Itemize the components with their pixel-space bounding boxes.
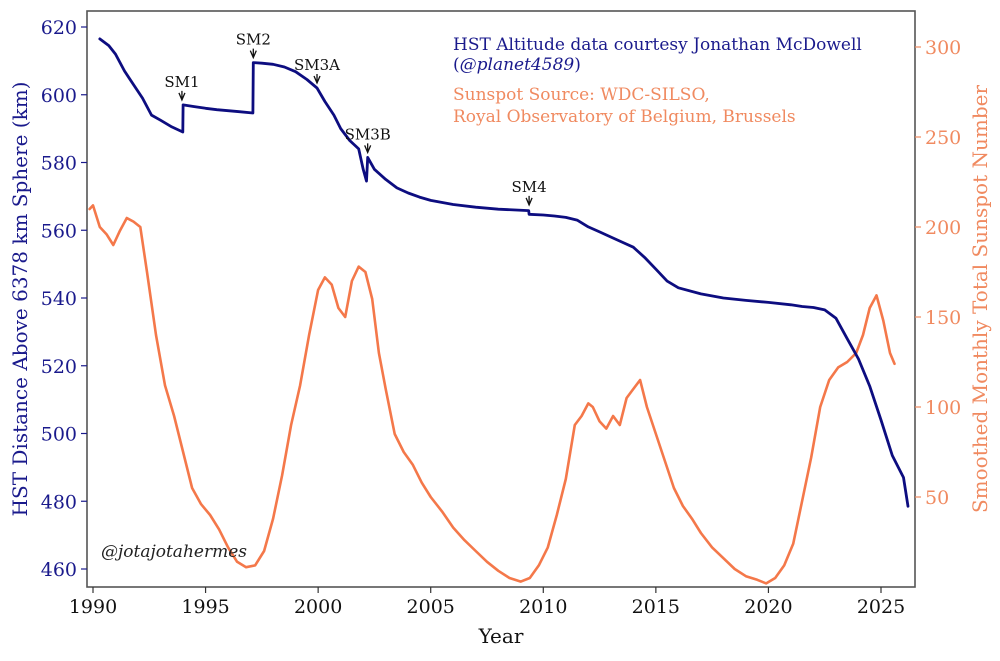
sunspot-credit-line2: Royal Observatory of Belgium, Brussels: [453, 107, 796, 127]
x-tick-label: 1990: [69, 596, 117, 618]
sunspot-line: [88, 204, 896, 585]
annotation-arrow-icon: [249, 48, 257, 60]
servicing-mission-annotations: SM1 SM2 SM3A SM3B SM4: [164, 31, 547, 207]
left-y-tick-label: 540: [41, 288, 77, 310]
right-y-tick-label: 200: [925, 217, 961, 239]
right-y-tick-label: 150: [925, 307, 961, 329]
annotation-label: SM3A: [294, 56, 340, 74]
annotation-sm3b: SM3B: [345, 125, 391, 155]
left-y-tick-label: 480: [41, 491, 77, 513]
altitude-credit-close-paren: ): [574, 55, 581, 75]
right-y-axis-title: Smoothed Monthly Total Sunspot Number: [968, 85, 992, 514]
annotation-sm4: SM4: [512, 178, 547, 207]
annotation-label: SM3B: [345, 125, 391, 143]
x-axis: 1990 1995 2000 2005 2010 2015 2020 2025: [69, 587, 905, 618]
annotation-arrow-icon: [525, 195, 533, 207]
annotation-arrow-icon: [178, 90, 186, 102]
x-tick-label: 2005: [407, 596, 455, 618]
annotation-label: SM1: [164, 73, 199, 91]
left-y-axis: 460 480 500 520 540 560 580 600 620: [41, 17, 87, 581]
left-y-tick-label: 580: [41, 153, 77, 175]
left-y-tick-label: 600: [41, 85, 77, 107]
annotation-sm1: SM1: [164, 73, 200, 102]
left-y-tick-label: 620: [41, 17, 77, 39]
plot-background: [87, 11, 915, 587]
right-y-tick-label: 50: [925, 487, 949, 509]
altitude-credit-line2: (@planet4589): [453, 55, 581, 75]
annotation-arrow-icon: [364, 143, 372, 155]
annotation-label: SM4: [512, 178, 547, 196]
right-y-tick-label: 250: [925, 127, 961, 149]
x-tick-label: 2000: [294, 596, 342, 618]
left-y-axis-title: HST Distance Above 6378 km Sphere (km): [8, 82, 32, 517]
x-tick-label: 2010: [519, 596, 567, 618]
credits: HST Altitude data courtesy Jonathan McDo…: [101, 35, 862, 562]
left-y-tick-label: 460: [41, 559, 77, 581]
x-axis-title: Year: [478, 624, 524, 648]
annotation-sm2: SM2: [236, 31, 271, 60]
sunspot-credit-line1: Sunspot Source: WDC-SILSO,: [453, 85, 710, 105]
right-y-axis: 50 100 150 200 250 300: [915, 37, 961, 509]
altitude-credit-handle: @planet4589: [460, 55, 575, 75]
annotation-sm3a: SM3A: [294, 56, 340, 85]
plot-frame: [86, 10, 916, 588]
left-y-tick-label: 520: [41, 356, 77, 378]
altitude-credit-line1: HST Altitude data courtesy Jonathan McDo…: [453, 35, 862, 55]
x-tick-label: 1995: [181, 596, 229, 618]
altitude-line: [98, 37, 910, 508]
plot-area: SM1 SM2 SM3A SM3B SM4: [86, 10, 916, 588]
right-y-tick-label: 100: [925, 397, 961, 419]
x-tick-label: 2020: [744, 596, 792, 618]
altitude-series: [98, 37, 910, 508]
altitude-credit-open-paren: (: [453, 55, 460, 75]
left-y-tick-label: 500: [41, 424, 77, 446]
left-y-tick-label: 560: [41, 220, 77, 242]
watermark: @jotajotahermes: [101, 542, 247, 562]
annotation-arrow-icon: [313, 73, 321, 85]
x-tick-label: 2015: [632, 596, 680, 618]
x-tick-label: 2025: [857, 596, 905, 618]
sunspot-series: [88, 204, 896, 585]
right-y-tick-label: 300: [925, 37, 961, 59]
annotation-label: SM2: [236, 31, 271, 49]
